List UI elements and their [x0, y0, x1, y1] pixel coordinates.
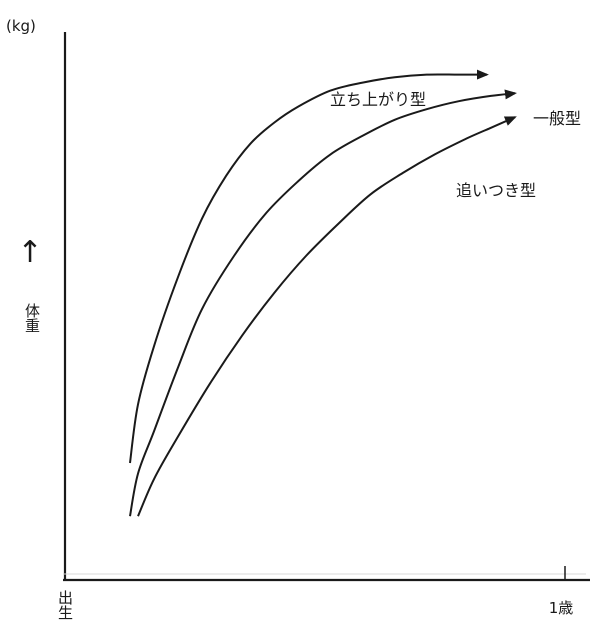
x-end-label: 1歳 [549, 599, 574, 617]
y-axis-label: 体重 [23, 303, 41, 333]
y-arrow: ↑ [17, 235, 42, 270]
series-label-ippan: 一般型 [533, 109, 581, 128]
x-start-label: 出生 [56, 590, 74, 620]
series-label-tachiagari: 立ち上がり型 [330, 90, 426, 109]
y-unit-label: (kg) [6, 17, 36, 35]
series-line-tachiagari [129, 69, 489, 464]
series-line-ippan [129, 89, 517, 517]
series-line-oitsuki [137, 116, 517, 517]
series-label-oitsuki: 追いつき型 [456, 181, 536, 200]
series-layer [129, 69, 517, 517]
